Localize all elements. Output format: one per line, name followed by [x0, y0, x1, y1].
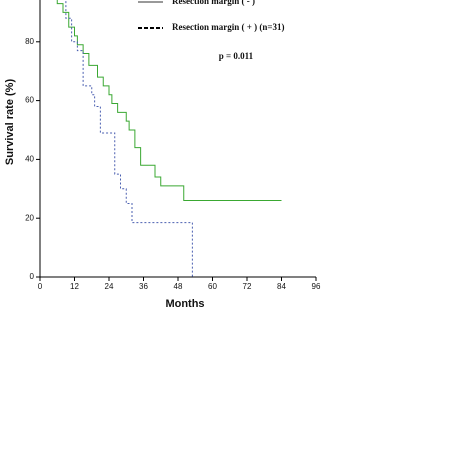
x-tick-label: 72 — [243, 282, 252, 291]
y-tick-label: 80 — [25, 37, 34, 46]
y-tick-label: 0 — [30, 272, 35, 281]
x-tick-label: 0 — [38, 282, 43, 291]
x-tick-label: 84 — [277, 282, 286, 291]
y-tick-label: 60 — [25, 96, 34, 105]
y-axis-label: Survival rate (%) — [4, 79, 16, 166]
survival-curve — [65, 0, 193, 277]
legend-label: Resection margin ( + ) (n=31) — [172, 22, 285, 32]
x-tick-label: 48 — [174, 282, 183, 291]
x-axis-label: Months — [165, 298, 204, 310]
legend-label: Resection margin ( - ) — [172, 0, 255, 6]
survival-curve — [56, 0, 282, 202]
x-tick-label: 36 — [139, 282, 148, 291]
x-tick-label: 12 — [70, 282, 79, 291]
y-tick-label: 40 — [25, 155, 34, 164]
y-tick-label: 20 — [25, 213, 34, 222]
x-tick-label: 24 — [105, 282, 114, 291]
x-tick-label: 96 — [312, 282, 321, 291]
x-tick-label: 60 — [208, 282, 217, 291]
p-value: p = 0.011 — [219, 51, 254, 61]
